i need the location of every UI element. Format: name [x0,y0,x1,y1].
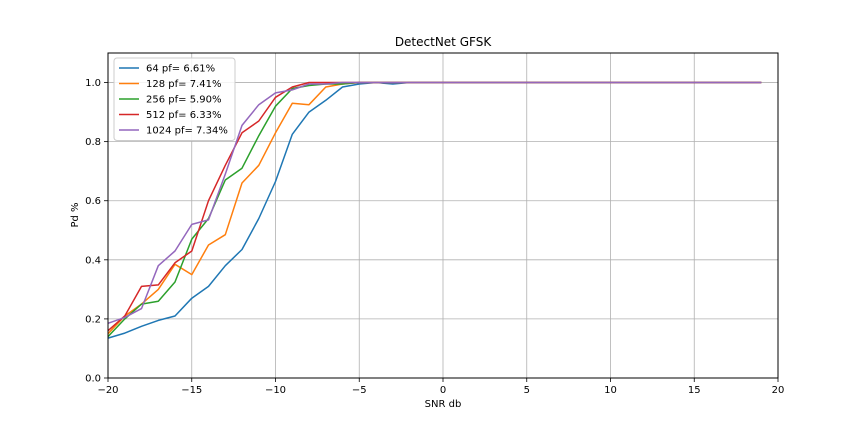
x-tick-label: −15 [181,385,202,396]
y-tick-label: 0.0 [85,374,101,385]
y-tick-label: 0.6 [85,196,101,207]
x-tick-label: −10 [265,385,286,396]
ticks: −20 −15 −10 −5 0 5 10 15 20 0.0 0.2 0.4 0.6 0.8 1.0 [85,78,784,396]
legend-label-1: 128 pf= 7.41% [146,79,221,90]
x-axis-label: SNR db [425,399,462,410]
legend-label-0: 64 pf= 6.61% [146,64,215,75]
y-axis-label: Pd % [70,202,81,227]
x-tick-label: 0 [440,385,446,396]
y-tick-label: 0.4 [85,255,101,266]
x-tick-label: 20 [772,385,785,396]
y-tick-label: 0.8 [85,137,101,148]
chart-title: DetectNet GFSK [395,35,493,49]
legend: 64 pf= 6.61% 128 pf= 7.41% 256 pf= 5.90% 51… [113,57,236,141]
y-tick-label: 0.2 [85,314,101,325]
series-lines [107,81,762,339]
y-tick-label: 1.0 [85,78,101,89]
x-tick-label: 5 [524,385,530,396]
x-tick-label: 10 [604,385,617,396]
x-tick-label: 15 [688,385,701,396]
legend-label-2: 256 pf= 5.90% [146,95,221,106]
series-line-4 [107,81,762,325]
legend-label-4: 1024 pf= 7.34% [146,126,228,137]
legend-box [113,57,236,141]
legend-label-3: 512 pf= 6.33% [146,110,221,121]
x-tick-label: −5 [352,385,367,396]
x-tick-label: −20 [97,385,118,396]
